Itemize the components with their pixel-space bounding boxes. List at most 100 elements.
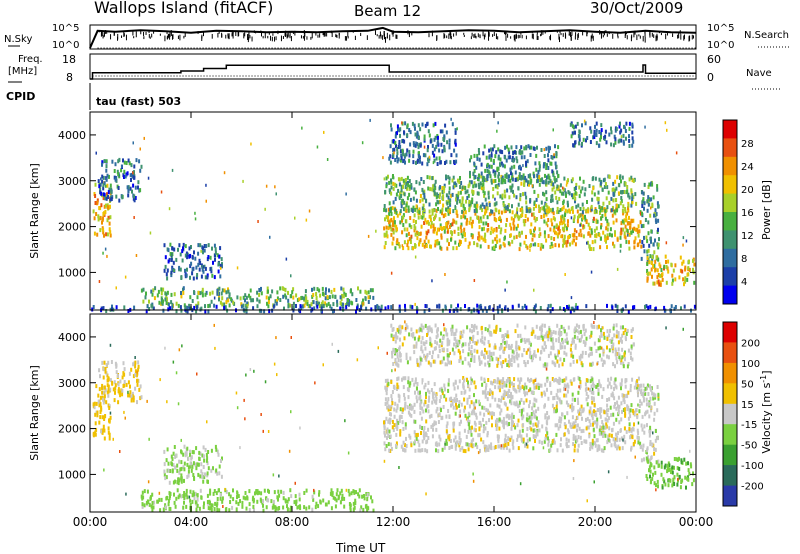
power-cell: [473, 175, 476, 180]
power-cell: [448, 190, 451, 195]
velocity-cell: [99, 395, 102, 400]
velocity-cell: [526, 391, 529, 396]
power-cell: [550, 236, 553, 241]
power-cell: [423, 195, 426, 200]
power-cell: [473, 279, 476, 282]
power-cell: [486, 163, 489, 167]
power-cell: [537, 204, 540, 209]
velocity-cell: [576, 428, 578, 433]
velocity-cell: [134, 364, 137, 369]
velocity-cell: [632, 408, 634, 413]
power-cell: [219, 300, 222, 305]
velocity-cell: [544, 392, 547, 397]
power-cell: [201, 293, 204, 298]
velocity-cell: [135, 373, 138, 378]
power-cell: [186, 305, 189, 310]
velocity-cell: [578, 377, 581, 381]
power-cell: [217, 269, 220, 274]
power-cell: [246, 304, 249, 309]
power-cell: [249, 288, 252, 293]
power-cell: [179, 267, 182, 272]
power-cell: [541, 179, 544, 184]
power-cell: [108, 174, 110, 179]
velocity-cell: [603, 431, 606, 436]
velocity-cell: [358, 488, 361, 493]
power-cell: [503, 236, 506, 241]
power-cell: [325, 287, 327, 292]
power-cell: [581, 210, 584, 215]
velocity-cell: [479, 448, 481, 453]
velocity-cell: [272, 503, 275, 508]
velocity-cell: [605, 424, 608, 429]
velocity-cell: [470, 400, 473, 405]
power-cell: [499, 230, 502, 235]
power-cell: [442, 203, 445, 208]
power-cell: [562, 186, 564, 190]
power-cell: [434, 243, 437, 248]
power-cell: [447, 208, 450, 213]
velocity-cell: [424, 400, 427, 405]
velocity-cell: [183, 492, 186, 497]
power-cell: [284, 293, 287, 298]
power-cell: [682, 259, 685, 264]
velocity-cell: [266, 498, 269, 503]
velocity-cell: [615, 406, 618, 411]
power-cell: [633, 245, 636, 250]
power-cell: [628, 215, 630, 220]
velocity-cell: [623, 407, 626, 412]
velocity-cell: [384, 447, 387, 452]
velocity-cell: [180, 494, 183, 499]
power-cell: [305, 296, 308, 301]
velocity-cell: [137, 364, 140, 369]
power-cell: [537, 193, 540, 198]
power-cell: [132, 171, 134, 175]
power-cell: [466, 196, 469, 200]
power-cell: [248, 293, 250, 298]
velocity-cell: [606, 408, 608, 413]
velocity-cell: [519, 386, 522, 391]
power-cell: [464, 190, 467, 195]
velocity-cell: [125, 382, 128, 387]
power-cell: [543, 205, 546, 210]
power-cell: [598, 233, 601, 238]
velocity-cell: [495, 423, 498, 428]
power-cell: [586, 241, 588, 245]
velocity-cell: [206, 456, 209, 461]
velocity-cell: [423, 432, 426, 437]
power-cell: [574, 199, 576, 204]
power-cell: [578, 134, 581, 139]
velocity-cell: [212, 491, 215, 496]
power-cell: [104, 247, 107, 251]
velocity-cell: [201, 453, 204, 458]
power-cell: [101, 160, 104, 165]
power-cell: [113, 169, 116, 173]
power-cell: [635, 201, 638, 206]
power-cell: [441, 207, 444, 212]
velocity-cell: [512, 383, 515, 387]
power-cell: [163, 268, 166, 273]
velocity-cell: [113, 380, 116, 385]
power-cell: [207, 255, 210, 259]
power-cell: [154, 286, 157, 291]
velocity-cell: [572, 433, 575, 438]
power-cell: [415, 141, 417, 145]
power-cell: [392, 181, 395, 186]
power-cell: [627, 208, 630, 213]
cpid-value: tau (fast) 503: [96, 95, 181, 108]
velocity-cell: [384, 378, 387, 383]
power-cell: [496, 185, 499, 190]
velocity-cell: [518, 380, 521, 385]
velocity-cell: [618, 437, 621, 442]
velocity-cell: [197, 462, 200, 467]
velocity-cell: [453, 386, 456, 391]
power-cell: [520, 181, 523, 186]
velocity-cell: [588, 419, 591, 424]
power-cell: [415, 204, 418, 209]
velocity-cell: [556, 388, 559, 393]
power-cell: [552, 216, 555, 221]
velocity-cell: [496, 417, 498, 422]
power-cell: [226, 308, 229, 313]
power-cell: [173, 292, 176, 297]
power-cell: [482, 189, 485, 194]
velocity-cell: [413, 430, 416, 435]
